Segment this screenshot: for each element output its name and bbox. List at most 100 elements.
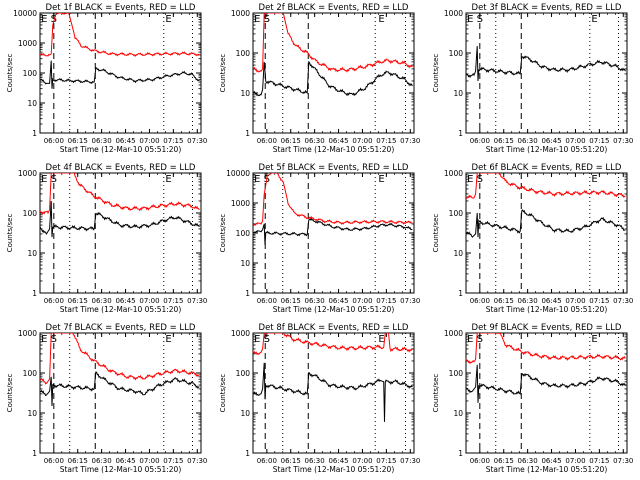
x-tick-label: 07:30 xyxy=(613,137,633,145)
x-tick-label: 06:30 xyxy=(518,457,538,465)
x-tick-label: 06:45 xyxy=(328,457,348,465)
x-tick-label: 07:30 xyxy=(400,457,420,465)
panel-title: Det 1f BLACK = Events, RED = LLD xyxy=(46,3,196,13)
x-axis-label: Start Time (12-Mar-10 05:51:20) xyxy=(486,145,608,154)
y-tick-label: 1 xyxy=(245,289,250,298)
y-tick-label: 1000 xyxy=(231,329,250,338)
y-axis-label: Counts/sec xyxy=(219,214,227,253)
x-tick-label: 06:15 xyxy=(68,297,88,305)
x-tick-label: 07:30 xyxy=(613,457,633,465)
y-tick-label: 1 xyxy=(458,289,463,298)
y-tick-label: 100 xyxy=(236,229,251,238)
series-lld xyxy=(466,333,626,365)
marker-E: E xyxy=(41,174,47,185)
x-tick-label: 07:00 xyxy=(565,457,585,465)
plot-frame xyxy=(39,332,202,454)
marker-S: S xyxy=(51,174,57,185)
x-tick-label: 06:00 xyxy=(470,137,490,145)
panel-title: Det 8f BLACK = Events, RED = LLD xyxy=(259,323,409,333)
panel-title: Det 4f BLACK = Events, RED = LLD xyxy=(46,163,196,173)
y-tick-label: 1 xyxy=(32,289,37,298)
marker-E: E xyxy=(591,174,597,185)
x-tick-label: 07:15 xyxy=(376,297,396,305)
plot-frame xyxy=(39,172,202,294)
x-tick-label: 07:00 xyxy=(139,297,159,305)
x-tick-label: 07:30 xyxy=(613,297,633,305)
y-axis-label: Counts/sec xyxy=(432,214,440,253)
x-axis-label: Start Time (12-Mar-10 05:51:20) xyxy=(273,305,395,314)
series-lld xyxy=(40,333,200,385)
x-tick-label: 06:15 xyxy=(494,457,514,465)
x-tick-label: 06:00 xyxy=(257,137,277,145)
x-tick-label: 07:30 xyxy=(187,457,207,465)
y-tick-label: 1000 xyxy=(231,199,250,208)
x-tick-label: 06:15 xyxy=(494,297,514,305)
plot-frame xyxy=(252,332,415,454)
x-tick-label: 06:15 xyxy=(281,137,301,145)
y-tick-label: 1000 xyxy=(18,169,37,178)
panel-det-9: Det 9f BLACK = Events, RED = LLD 1 10 100 10… xyxy=(432,323,633,474)
marker-E: E xyxy=(254,174,260,185)
x-tick-label: 06:00 xyxy=(257,297,277,305)
y-tick-label: 10 xyxy=(453,409,463,418)
x-tick-label: 06:45 xyxy=(328,137,348,145)
y-tick-label: 10 xyxy=(240,259,250,268)
series-events xyxy=(40,200,200,238)
y-tick-label: 100 xyxy=(449,209,464,218)
y-tick-label: 10 xyxy=(453,89,463,98)
y-tick-label: 1 xyxy=(32,449,37,458)
x-tick-label: 06:15 xyxy=(494,137,514,145)
series-events xyxy=(466,209,626,238)
x-axis-label: Start Time (12-Mar-10 05:51:20) xyxy=(60,305,182,314)
x-tick-label: 06:45 xyxy=(115,457,135,465)
x-tick-label: 06:30 xyxy=(305,297,325,305)
y-tick-label: 100 xyxy=(23,69,38,78)
y-axis-label: Counts/sec xyxy=(219,54,227,93)
x-tick-label: 06:15 xyxy=(68,137,88,145)
y-tick-label: 1 xyxy=(32,129,37,138)
x-tick-label: 07:00 xyxy=(352,297,372,305)
x-tick-label: 07:15 xyxy=(376,137,396,145)
x-tick-label: 06:30 xyxy=(92,137,112,145)
x-tick-label: 07:00 xyxy=(565,137,585,145)
plot-frame xyxy=(465,332,628,454)
marker-S: S xyxy=(51,334,57,345)
x-tick-label: 06:00 xyxy=(257,457,277,465)
panel-title: Det 3f BLACK = Events, RED = LLD xyxy=(472,3,622,13)
y-tick-label: 1000 xyxy=(444,329,463,338)
x-tick-label: 07:15 xyxy=(589,457,609,465)
y-tick-label: 1 xyxy=(458,449,463,458)
y-tick-label: 100 xyxy=(236,49,251,58)
x-tick-label: 06:45 xyxy=(115,137,135,145)
series-lld xyxy=(466,173,626,199)
y-tick-label: 1000 xyxy=(444,169,463,178)
marker-E: E xyxy=(591,334,597,345)
marker-E: E xyxy=(41,334,47,345)
y-tick-label: 10 xyxy=(453,249,463,258)
y-tick-label: 100 xyxy=(449,369,464,378)
x-tick-label: 07:00 xyxy=(352,137,372,145)
x-tick-label: 06:00 xyxy=(470,297,490,305)
marker-E: E xyxy=(41,14,47,25)
x-tick-label: 07:15 xyxy=(163,297,183,305)
series-lld xyxy=(253,333,413,356)
y-tick-label: 1 xyxy=(458,129,463,138)
x-tick-label: 06:45 xyxy=(541,137,561,145)
series-lld xyxy=(40,13,200,57)
y-axis-label: Counts/sec xyxy=(6,374,14,413)
series-events xyxy=(253,217,413,245)
series-events xyxy=(40,371,200,407)
x-tick-label: 07:15 xyxy=(163,457,183,465)
marker-S: S xyxy=(477,334,483,345)
y-tick-label: 10 xyxy=(27,249,37,258)
y-tick-label: 10 xyxy=(27,409,37,418)
x-tick-label: 06:15 xyxy=(68,457,88,465)
panel-title: Det 7f BLACK = Events, RED = LLD xyxy=(46,323,196,333)
series-events xyxy=(466,45,626,82)
series-lld xyxy=(40,173,200,215)
series-events xyxy=(466,364,626,403)
y-tick-label: 1 xyxy=(245,129,250,138)
x-tick-label: 06:00 xyxy=(44,137,64,145)
marker-E: E xyxy=(165,14,171,25)
